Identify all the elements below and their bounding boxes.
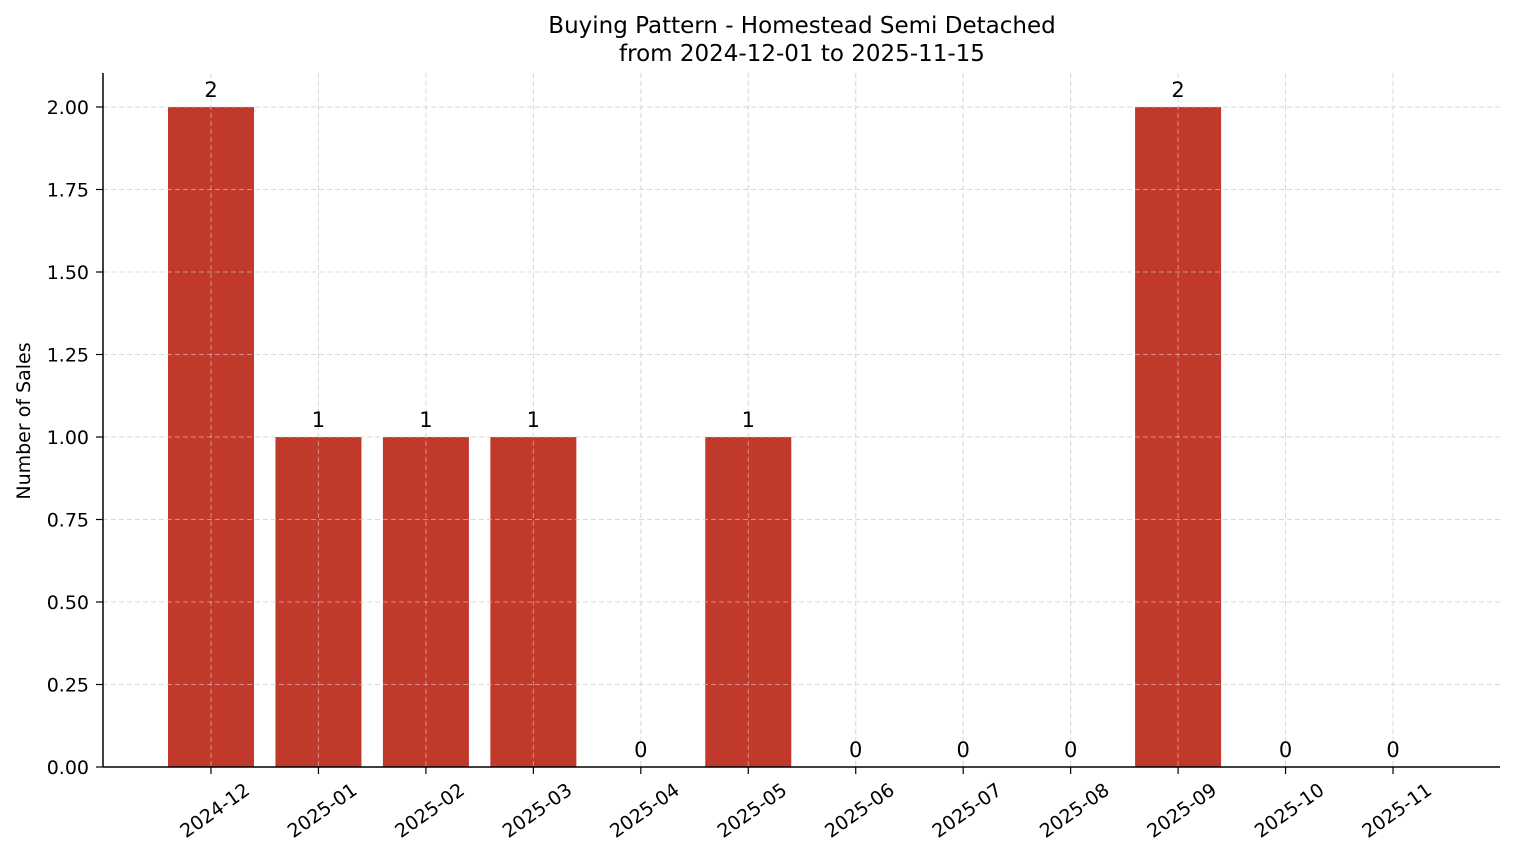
chart-subtitle: from 2024-12-01 to 2025-11-15: [619, 41, 985, 67]
bar-value-label: 0: [1279, 738, 1292, 762]
y-tick-label: 0.75: [47, 510, 89, 532]
axes: [102, 73, 1500, 768]
x-tick-label: 2025-02: [391, 779, 469, 843]
bar-value-label: 1: [312, 408, 325, 432]
bar-value-label: 0: [634, 738, 647, 762]
bar-value-label: 2: [1171, 78, 1184, 102]
chart-title: Buying Pattern - Homestead Semi Detached: [548, 13, 1055, 39]
x-tick-label: 2025-07: [928, 779, 1006, 843]
y-tick-label: 0.00: [47, 757, 89, 779]
y-tick-label: 1.00: [47, 427, 89, 449]
y-tick-label: 2.00: [47, 97, 89, 119]
bar-value-label: 0: [1064, 738, 1077, 762]
x-tick-label: 2025-08: [1036, 779, 1114, 843]
y-axis-label: Number of Sales: [13, 342, 35, 499]
bar-value-label: 1: [419, 408, 432, 432]
x-tick-label: 2025-10: [1251, 779, 1329, 843]
x-tick-label: 2025-01: [284, 779, 362, 843]
x-tick-label: 2025-06: [821, 779, 899, 843]
grid-lines-overlay: [103, 73, 1500, 768]
y-axis-ticks: 0.00 0.25 0.50 0.75 1.00 1.25 1.50 1.75 2.00: [47, 97, 103, 779]
bar-value-label: 1: [742, 408, 755, 432]
bar-value-label: 0: [849, 738, 862, 762]
x-tick-label: 2025-04: [606, 779, 684, 843]
y-tick-label: 1.75: [47, 180, 89, 202]
bar-value-label: 0: [956, 738, 969, 762]
x-tick-label: 2025-05: [713, 779, 791, 843]
y-tick-label: 1.25: [47, 345, 89, 367]
x-tick-label: 2025-03: [499, 779, 577, 843]
bar-value-labels: 2 1 1 1 0 1 0 0 0 2 0 0: [204, 78, 1399, 762]
bar-value-label: 0: [1386, 738, 1399, 762]
x-tick-label: 2025-09: [1143, 779, 1221, 843]
y-tick-label: 1.50: [47, 262, 89, 284]
bar-value-label: 1: [527, 408, 540, 432]
x-axis-ticks: 2024-12 2025-01 2025-02 2025-03 2025-04 2025-…: [176, 767, 1436, 843]
bar-value-label: 2: [204, 78, 217, 102]
x-tick-label: 2025-11: [1358, 779, 1436, 843]
x-tick-label: 2024-12: [176, 779, 254, 843]
y-tick-label: 0.25: [47, 675, 89, 697]
y-tick-label: 0.50: [47, 592, 89, 614]
